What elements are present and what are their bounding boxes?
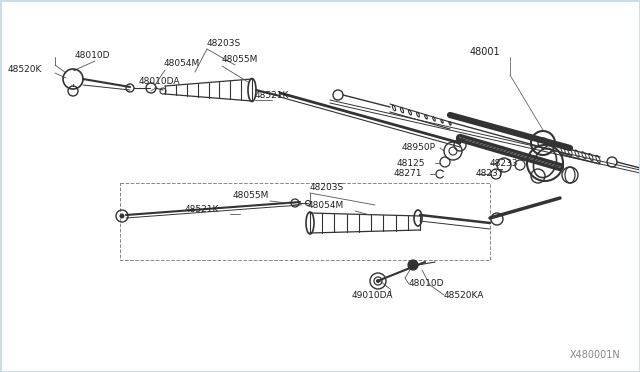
Text: X480001N: X480001N [569,350,620,360]
Text: 48054M: 48054M [308,202,344,211]
Text: 48521K: 48521K [185,205,220,214]
Text: 48010D: 48010D [409,279,445,289]
Text: 48203S: 48203S [310,183,344,192]
Text: 48520KA: 48520KA [444,291,484,299]
Bar [120,183,490,260]
Text: 48237: 48237 [476,170,504,179]
Text: 49010DA: 49010DA [352,291,394,299]
Text: 48125: 48125 [397,158,426,167]
Text: 48010D: 48010D [75,51,111,61]
Circle shape [120,214,124,218]
Text: 48271: 48271 [394,170,422,179]
Text: 48054M: 48054M [164,60,200,68]
Text: 48055M: 48055M [222,55,259,64]
Text: 48001: 48001 [470,47,500,57]
Text: 48233: 48233 [490,158,518,167]
Text: 48520K: 48520K [8,64,42,74]
Text: 48950P: 48950P [402,142,436,151]
Circle shape [376,279,380,282]
Circle shape [408,260,418,270]
Text: 48203S: 48203S [207,38,241,48]
Text: 48521K: 48521K [255,92,289,100]
Text: 48055M: 48055M [233,192,269,201]
Text: 48010DA: 48010DA [139,77,180,87]
